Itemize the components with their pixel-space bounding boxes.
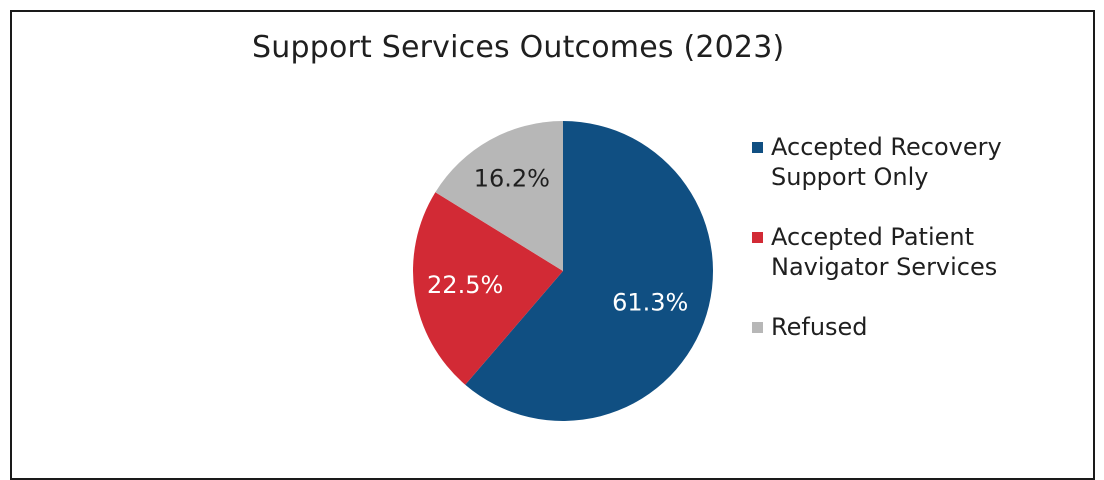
legend-item-accepted-recovery-support: Accepted Recovery Support Only bbox=[752, 132, 1072, 192]
pie-slices bbox=[413, 120, 713, 421]
legend-swatch bbox=[752, 322, 763, 333]
pie-chart: 61.3% 22.5% 16.2% bbox=[413, 120, 713, 421]
legend: Accepted Recovery Support Only Accepted … bbox=[752, 132, 1072, 372]
pie-slice-2 bbox=[435, 120, 563, 271]
legend-swatch bbox=[752, 232, 763, 243]
chart-title: Support Services Outcomes (2023) bbox=[252, 30, 785, 65]
pie-slice-label-2: 16.2% bbox=[474, 164, 550, 192]
pie-slice-1 bbox=[413, 192, 563, 385]
pie-slice-0 bbox=[465, 121, 713, 421]
legend-item-refused: Refused bbox=[752, 312, 1072, 342]
legend-swatch bbox=[752, 142, 763, 153]
legend-label: Accepted Patient Navigator Services bbox=[771, 223, 998, 281]
legend-item-accepted-patient-navigator: Accepted Patient Navigator Services bbox=[752, 222, 1072, 282]
pie-labels: 61.3% 22.5% 16.2% bbox=[427, 164, 688, 316]
legend-label: Refused bbox=[771, 313, 868, 341]
pie-slice-label-0: 61.3% bbox=[612, 288, 688, 316]
legend-label: Accepted Recovery Support Only bbox=[771, 133, 1002, 191]
pie-slice-label-1: 22.5% bbox=[427, 271, 503, 299]
